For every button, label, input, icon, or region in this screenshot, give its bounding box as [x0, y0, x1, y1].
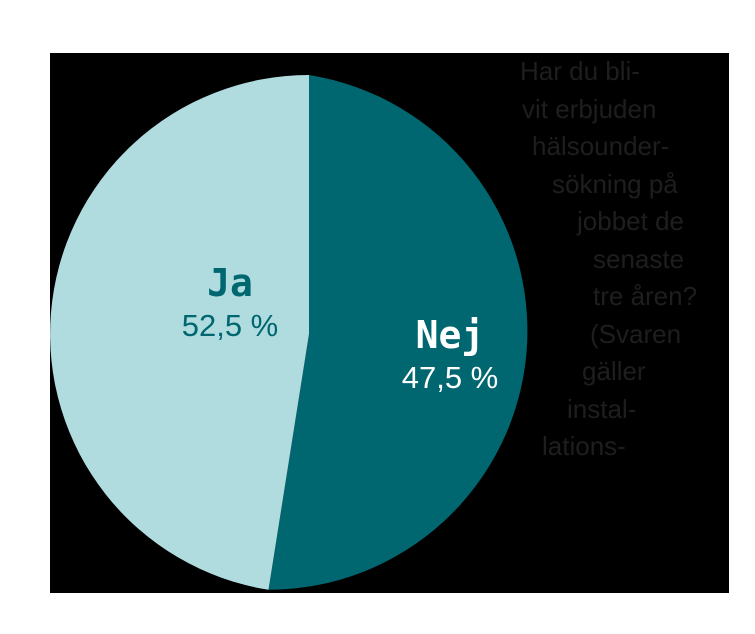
pie-slice-nej — [268, 75, 528, 590]
chart-panel: Ja 52,5 % Nej 47,5 % Har du bli- vit erb… — [50, 53, 729, 593]
slice-label-nej: Nej 47,5 % — [365, 315, 535, 395]
question-line: tre åren? — [593, 281, 698, 311]
question-line: instal- — [567, 393, 637, 424]
slice-label-ja: Ja 52,5 % — [145, 263, 315, 343]
question-line: vit erbjuden — [522, 93, 657, 124]
question-line: lations- — [542, 431, 626, 461]
question-line: sökning på — [552, 168, 678, 199]
question-line: gäller — [582, 356, 646, 386]
question-text: Har du bli- vit erbjuden hälsounder- sök… — [520, 53, 729, 466]
question-line: jobbet de — [577, 206, 684, 236]
ja-label: Ja — [207, 261, 253, 305]
pie-slice-ja — [50, 75, 310, 590]
question-line: hälsounder- — [532, 131, 670, 161]
ja-percentage: 52,5 % — [181, 308, 279, 343]
question-line: senaste — [593, 243, 685, 274]
nej-label: Nej — [415, 313, 485, 357]
question-line: (Svaren — [590, 318, 682, 349]
question-line: Har du bli- — [520, 56, 640, 86]
pie-chart — [50, 75, 528, 590]
nej-percentage: 47,5 % — [401, 360, 499, 395]
